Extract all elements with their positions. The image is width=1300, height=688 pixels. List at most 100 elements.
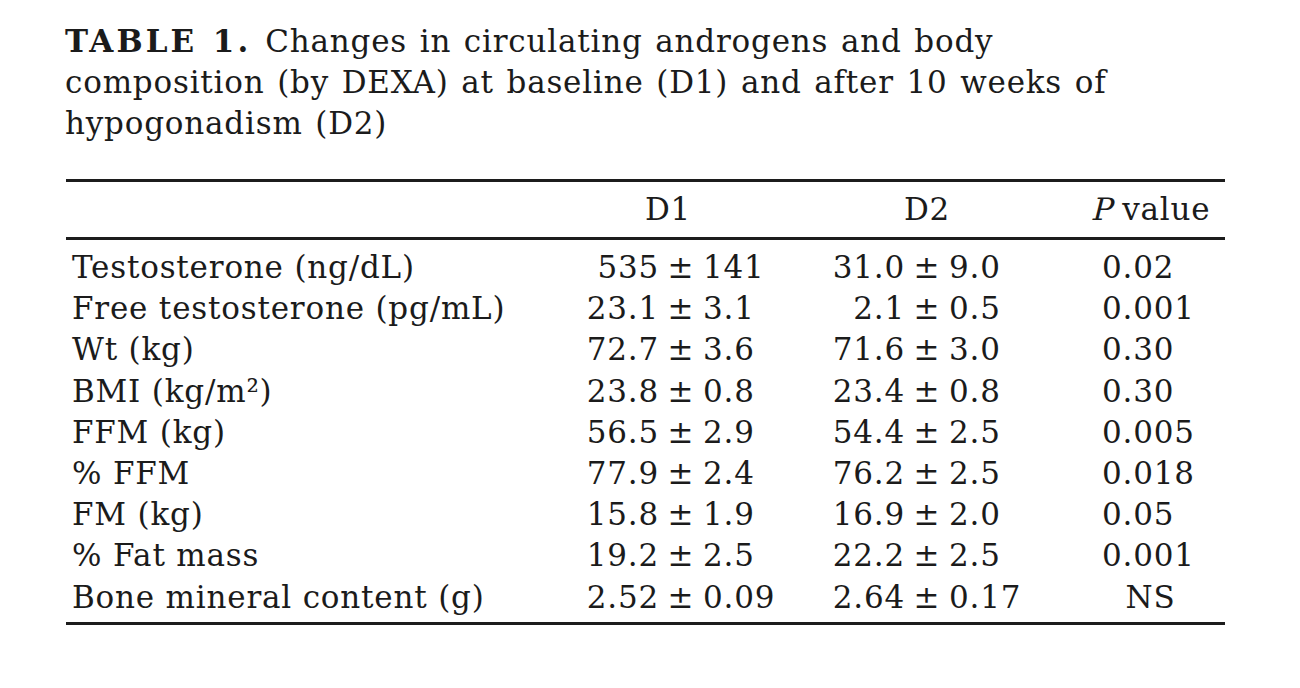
table-header-row: D1 D2 Pvalue (66, 182, 1225, 238)
plus-minus-sign: ± (905, 455, 949, 491)
table-caption-number: TABLE 1. (65, 23, 251, 59)
row-label: Bone mineral content (g) (72, 576, 485, 617)
cell-d1: 23.1±3.1 (526, 288, 836, 329)
plus-minus-sign: ± (905, 496, 949, 532)
table-row: Bone mineral content (g) 2.52±0.09 2.64±… (66, 576, 1225, 617)
value-mean: 23.1 (526, 290, 659, 326)
value-mean: 16.9 (806, 496, 905, 532)
value-sd: 9.0 (949, 249, 1048, 285)
table-row: % Fat mass 19.2±2.5 22.2±2.5 0.001 (66, 535, 1225, 576)
plus-minus-sign: ± (659, 290, 703, 326)
value-sd: 0.17 (949, 579, 1048, 615)
value-mean: 15.8 (526, 496, 659, 532)
value-mean: 19.2 (526, 537, 659, 573)
cell-p-value: 0.018 (1076, 452, 1225, 493)
value-sd: 2.5 (949, 414, 1048, 450)
value-mean: 2.1 (806, 290, 905, 326)
cell-d2: 71.6±3.0 (806, 329, 1048, 370)
plus-minus-sign: ± (905, 414, 949, 450)
table-row: Free testosterone (pg/mL) 23.1±3.1 2.1±0… (66, 288, 1225, 329)
cell-d2: 23.4±0.8 (806, 370, 1048, 411)
cell-d2: 31.0±9.0 (806, 247, 1048, 288)
value-sd: 0.5 (949, 290, 1048, 326)
table-row: % FFM 77.9±2.4 76.2±2.5 0.018 (66, 452, 1225, 493)
p-value-header-italic: P (1091, 191, 1113, 227)
value-mean: 71.6 (806, 331, 905, 367)
table-row: FFM (kg) 56.5±2.9 54.4±2.5 0.005 (66, 411, 1225, 452)
caption-line-1: TABLE 1. Changes in circulating androgens… (65, 21, 1245, 62)
table-row: FM (kg) 15.8±1.9 16.9±2.0 0.05 (66, 494, 1225, 535)
plus-minus-sign: ± (905, 249, 949, 285)
row-label: Testosterone (ng/dL) (72, 247, 415, 288)
p-value-header-rest: value (1122, 191, 1210, 227)
plus-minus-sign: ± (905, 579, 949, 615)
table-caption: TABLE 1. Changes in circulating androgens… (65, 21, 1245, 144)
cell-d1: 19.2±2.5 (526, 535, 836, 576)
column-header-d1: D1 (526, 182, 810, 238)
value-mean: 2.52 (526, 579, 659, 615)
table-row: BMI (kg/m²) 23.8±0.8 23.4±0.8 0.30 (66, 370, 1225, 411)
cell-d1: 72.7±3.6 (526, 329, 836, 370)
row-label: FFM (kg) (72, 411, 226, 452)
row-label: % FFM (72, 452, 190, 493)
row-label: Free testosterone (pg/mL) (72, 288, 505, 329)
value-mean: 31.0 (806, 249, 905, 285)
value-sd: 0.8 (949, 373, 1048, 409)
cell-d2: 16.9±2.0 (806, 494, 1048, 535)
cell-d1: 56.5±2.9 (526, 411, 836, 452)
value-sd: 3.0 (949, 331, 1048, 367)
column-header-d2: D2 (806, 182, 1048, 238)
cell-p-value: 0.30 (1076, 370, 1225, 411)
table-body: Testosterone (ng/dL) 535±141 31.0±9.0 0.… (66, 240, 1225, 623)
value-sd: 2.5 (949, 537, 1048, 573)
value-sd: 2.5 (949, 455, 1048, 491)
value-mean: 2.64 (806, 579, 905, 615)
plus-minus-sign: ± (659, 373, 703, 409)
value-mean: 76.2 (806, 455, 905, 491)
plus-minus-sign: ± (905, 290, 949, 326)
plus-minus-sign: ± (905, 373, 949, 409)
value-mean: 23.8 (526, 373, 659, 409)
value-mean: 77.9 (526, 455, 659, 491)
row-label: Wt (kg) (72, 329, 195, 370)
cell-p-value: 0.001 (1076, 535, 1225, 576)
plus-minus-sign: ± (659, 455, 703, 491)
table-row: Testosterone (ng/dL) 535±141 31.0±9.0 0.… (66, 247, 1225, 288)
cell-d1: 77.9±2.4 (526, 452, 836, 493)
cell-p-value: 0.30 (1076, 329, 1225, 370)
cell-p-value: 0.005 (1076, 411, 1225, 452)
column-header-p-value: Pvalue (1076, 182, 1225, 238)
value-mean: 72.7 (526, 331, 659, 367)
cell-p-value: 0.05 (1076, 494, 1225, 535)
caption-line-3: hypogonadism (D2) (65, 103, 1245, 144)
plus-minus-sign: ± (905, 331, 949, 367)
plus-minus-sign: ± (659, 249, 703, 285)
row-label: BMI (kg/m²) (72, 370, 273, 411)
page: TABLE 1. Changes in circulating androgens… (0, 0, 1300, 688)
table-row: Wt (kg) 72.7±3.6 71.6±3.0 0.30 (66, 329, 1225, 370)
cell-d1: 535±141 (526, 247, 836, 288)
value-mean: 56.5 (526, 414, 659, 450)
cell-p-value: NS (1076, 576, 1225, 617)
cell-p-value: 0.001 (1076, 288, 1225, 329)
row-label: % Fat mass (72, 535, 259, 576)
row-label: FM (kg) (72, 494, 204, 535)
cell-d2: 54.4±2.5 (806, 411, 1048, 452)
cell-d2: 22.2±2.5 (806, 535, 1048, 576)
value-sd: 2.0 (949, 496, 1048, 532)
plus-minus-sign: ± (659, 579, 703, 615)
plus-minus-sign: ± (905, 537, 949, 573)
value-mean: 54.4 (806, 414, 905, 450)
data-table: D1 D2 Pvalue Testosterone (ng/dL) 535±14… (66, 179, 1225, 625)
plus-minus-sign: ± (659, 537, 703, 573)
plus-minus-sign: ± (659, 331, 703, 367)
cell-d1: 15.8±1.9 (526, 494, 836, 535)
cell-d2: 2.64±0.17 (806, 576, 1048, 617)
table-bottom-rule (66, 622, 1225, 625)
caption-line-2: composition (by DEXA) at baseline (D1) a… (65, 62, 1245, 103)
cell-d2: 76.2±2.5 (806, 452, 1048, 493)
cell-d2: 2.1±0.5 (806, 288, 1048, 329)
value-mean: 22.2 (806, 537, 905, 573)
caption-line-1-text: Changes in circulating androgens and bod… (265, 23, 993, 59)
cell-d1: 2.52±0.09 (526, 576, 836, 617)
